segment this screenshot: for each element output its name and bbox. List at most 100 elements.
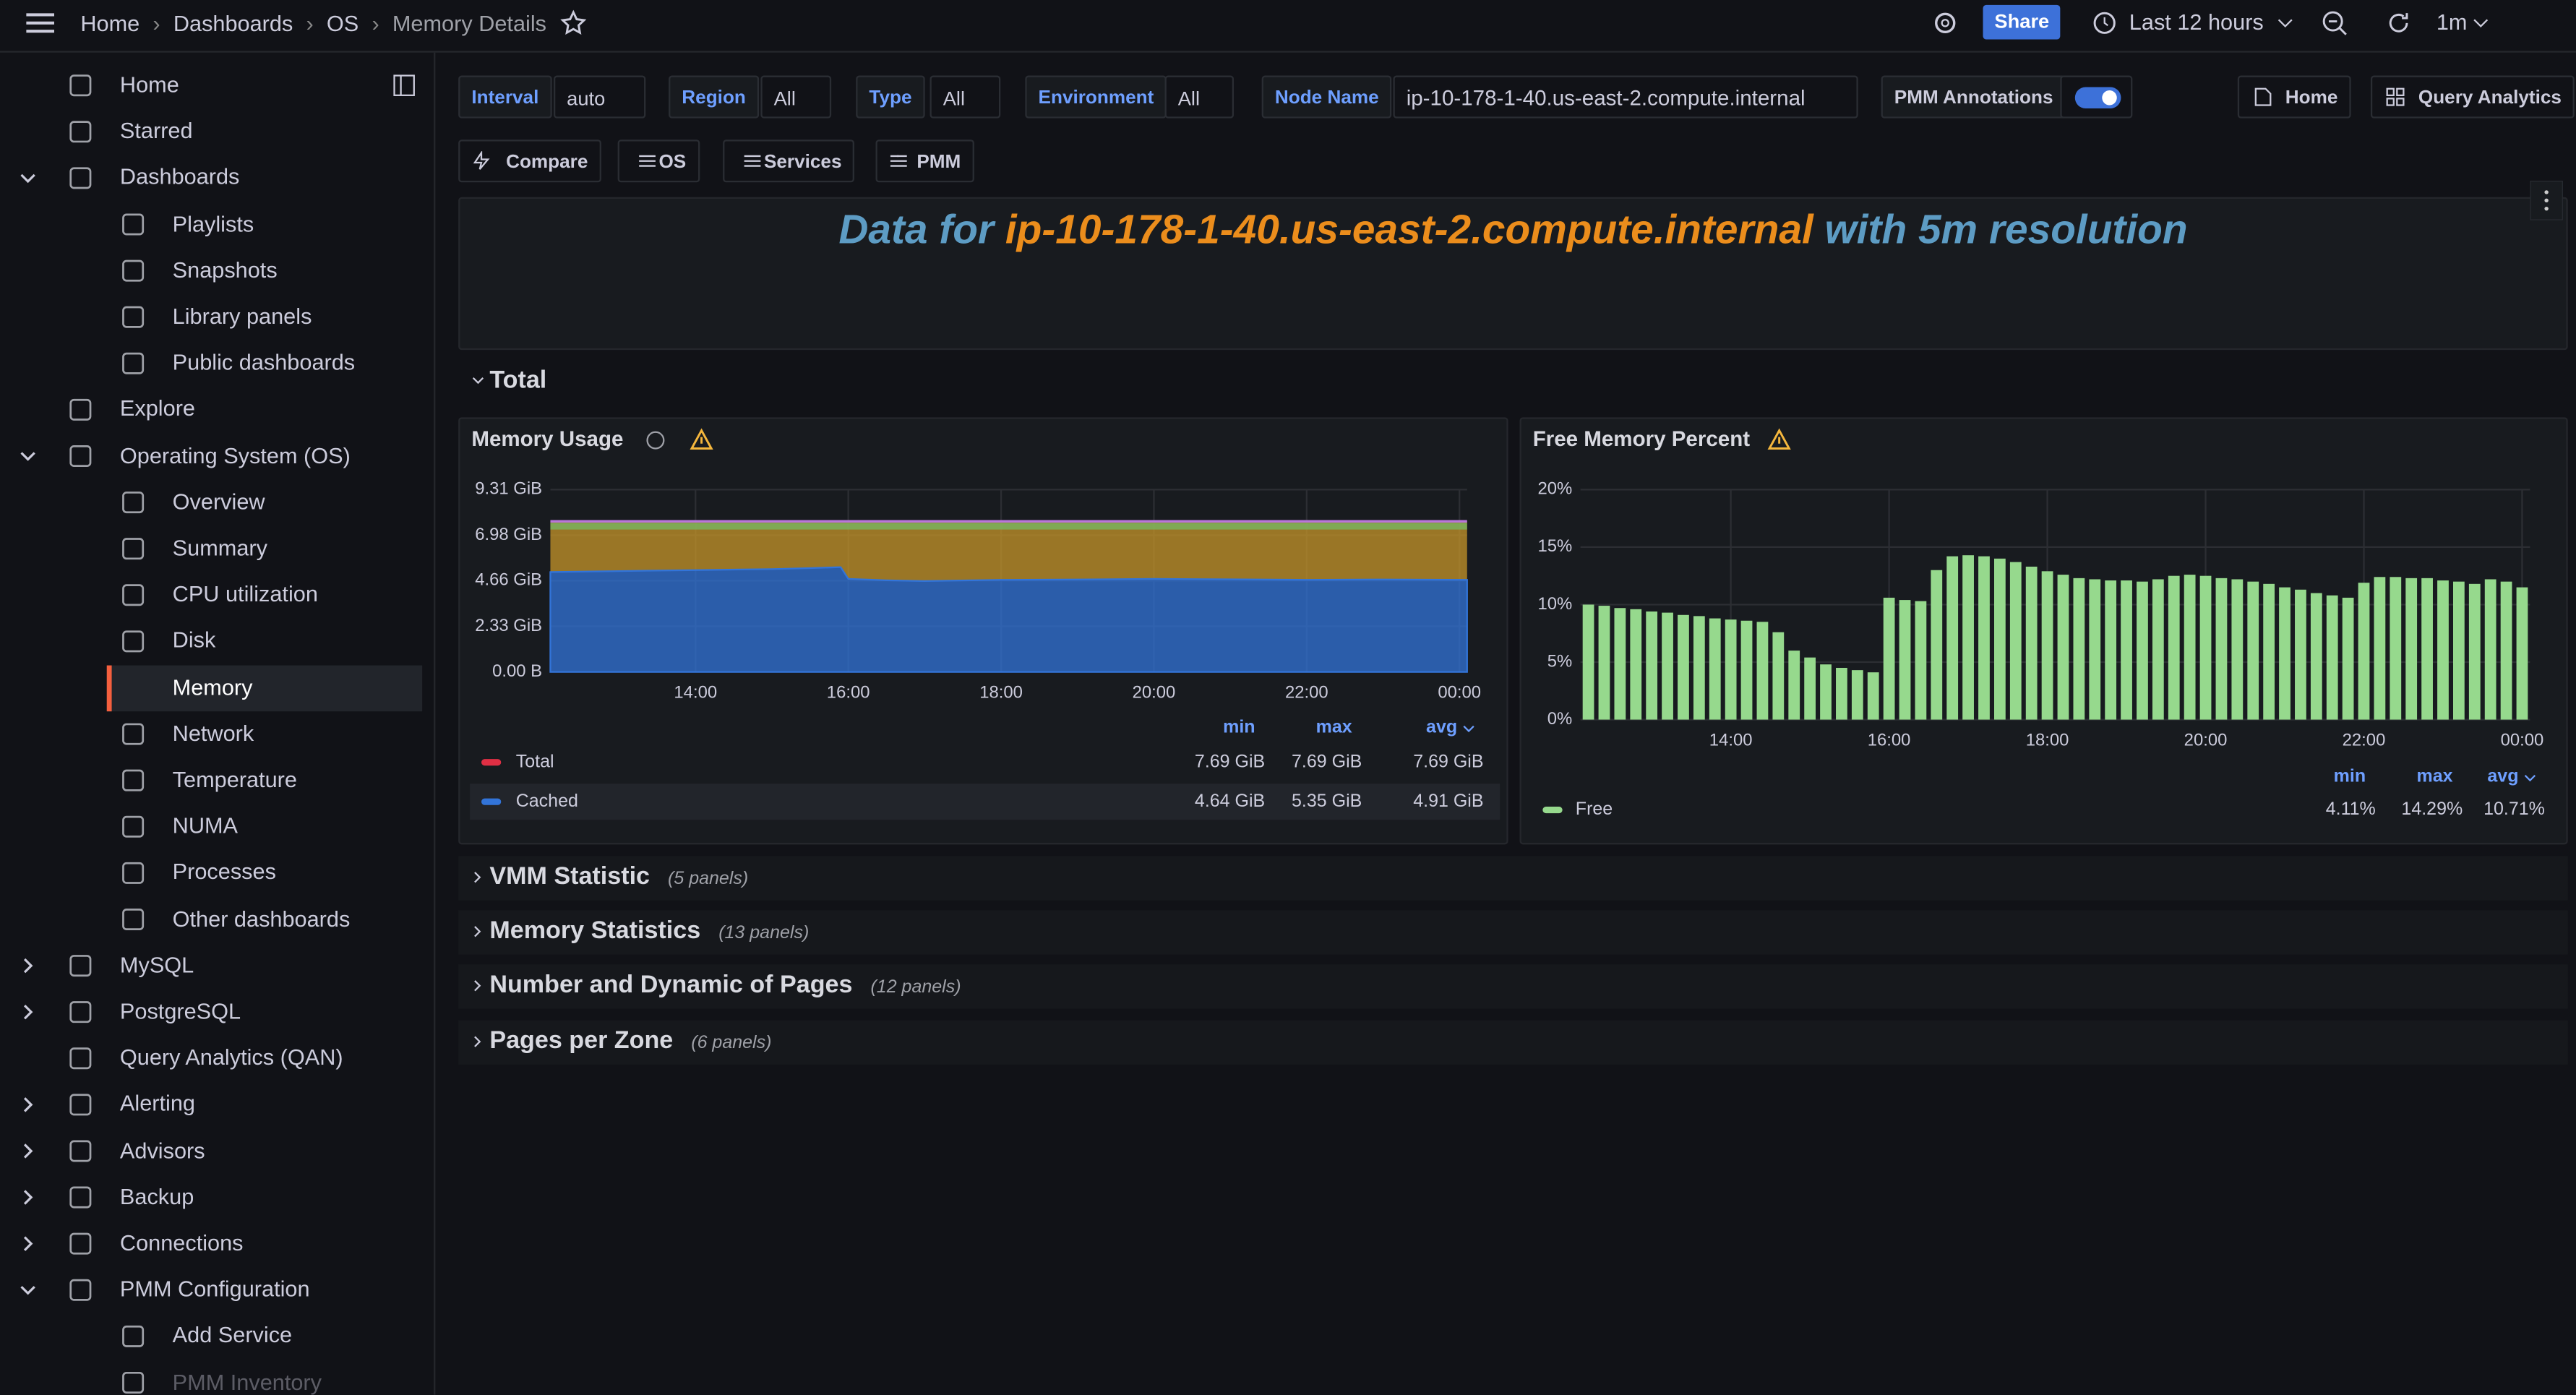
variable-label: Interval [458, 75, 552, 119]
chevron [2277, 19, 2293, 27]
nav-icon [69, 121, 92, 143]
row-title[interactable]: VMM Statistic (5 panels) [489, 862, 748, 890]
nav-item[interactable]: NUMA [172, 813, 239, 838]
nav-item[interactable]: Backup [119, 1184, 194, 1209]
nav-item[interactable]: Public dashboards [172, 350, 356, 375]
legend-header: min [1223, 717, 1255, 737]
settings-button[interactable] [1932, 10, 1958, 36]
dock-button[interactable] [392, 74, 416, 97]
nav-item[interactable]: PMM Configuration [119, 1276, 310, 1302]
variable-label: Region [669, 75, 760, 119]
banner-panel [458, 197, 2568, 351]
refresh-interval[interactable]: 1m [2436, 9, 2468, 35]
nav-icon [122, 1371, 145, 1394]
nav-icon [69, 1094, 92, 1116]
legend-swatch [1542, 807, 1563, 814]
share-button[interactable]: Share [1983, 4, 2061, 40]
nav-item[interactable]: Dashboards [119, 165, 240, 190]
nav-item[interactable]: Advisors [119, 1138, 205, 1163]
nav-item[interactable]: Processes [172, 859, 276, 885]
row-chevron[interactable] [470, 373, 486, 390]
crumb[interactable]: OS [326, 10, 359, 35]
chevron [2473, 19, 2489, 27]
nav-icon [69, 1047, 92, 1070]
query-analytics-button[interactable]: Query Analytics [2370, 75, 2575, 119]
nav-item[interactable]: Library panels [172, 304, 312, 329]
nav-item[interactable]: Snapshots [172, 257, 278, 283]
nav-item[interactable]: Home [119, 72, 179, 98]
row-title[interactable]: Total [489, 366, 546, 395]
nav-item[interactable]: Operating System (OS) [119, 442, 351, 468]
legend-stat: 7.69 GiB [1195, 751, 1265, 771]
bar [1946, 556, 1959, 720]
variable-label: Node Name [1261, 75, 1392, 119]
nav-item[interactable]: Starred [119, 119, 193, 144]
row-title[interactable]: Memory Statistics (13 panels) [489, 917, 809, 945]
nav-icon [122, 1325, 145, 1347]
variable-select[interactable]: All [929, 75, 1001, 119]
time-picker[interactable]: Last 12 hours [2129, 9, 2264, 35]
bar [2089, 579, 2101, 720]
crumb[interactable]: Dashboards [173, 10, 293, 35]
nav-icon [122, 259, 145, 282]
nav-item[interactable]: Other dashboards [172, 906, 351, 931]
bar [1931, 570, 1943, 720]
nav-item[interactable]: Playlists [172, 211, 254, 236]
link-button[interactable]: Compare [458, 140, 601, 183]
legend-header: max [1316, 717, 1352, 737]
variable-select[interactable]: auto [554, 75, 646, 119]
y-tick-label: 20% [1537, 479, 1572, 499]
row-count: (12 panels) [870, 977, 961, 997]
row-chevron[interactable] [470, 923, 486, 940]
nav-item[interactable]: Disk [172, 628, 216, 653]
panel-menu[interactable] [2530, 181, 2563, 220]
nav-item[interactable]: PMM Inventory [172, 1369, 322, 1394]
variable-select[interactable]: ip-10-178-1-40.us-east-2.compute.interna… [1393, 75, 1858, 119]
nav-item[interactable]: Network [172, 721, 254, 746]
nav-item[interactable]: Add Service [172, 1323, 293, 1348]
nav-item[interactable]: CPU utilization [172, 582, 318, 607]
link-button[interactable]: Services [723, 140, 855, 183]
row-bar [458, 1020, 2568, 1065]
crumb[interactable]: Home [80, 10, 140, 35]
row-chevron[interactable] [470, 869, 486, 885]
bar [1582, 604, 1594, 720]
nav-item[interactable]: Memory [172, 674, 253, 700]
bar [1709, 618, 1721, 720]
star-button[interactable] [559, 9, 586, 36]
nav-item[interactable]: Query Analytics (QAN) [119, 1045, 343, 1070]
row-bar [458, 856, 2568, 901]
nav-item[interactable]: Alerting [119, 1091, 195, 1117]
nav-item[interactable]: PostgreSQL [119, 998, 241, 1024]
bar [1756, 622, 1769, 720]
bar [2279, 587, 2291, 720]
nav-item[interactable]: Explore [119, 396, 195, 421]
bar [2484, 579, 2496, 720]
bar [2421, 578, 2433, 720]
menu-button[interactable] [25, 10, 57, 36]
menu-icon [890, 155, 907, 167]
refresh-button[interactable] [2385, 10, 2411, 36]
nav-item[interactable]: Overview [172, 489, 265, 514]
banner-prefix: Data for [838, 207, 1005, 254]
bar [2453, 581, 2465, 720]
nav-item[interactable]: Connections [119, 1230, 244, 1256]
legend-header: max [2417, 766, 2453, 786]
row-title[interactable]: Number and Dynamic of Pages (12 panels) [489, 971, 961, 999]
nav-item[interactable]: Summary [172, 535, 267, 561]
zoom-out-button[interactable] [2322, 10, 2348, 36]
row-title[interactable]: Pages per Zone (6 panels) [489, 1027, 771, 1055]
nav-item[interactable]: MySQL [119, 952, 194, 977]
row-chevron[interactable] [470, 1034, 486, 1050]
variable-select[interactable]: All [760, 75, 832, 119]
nav-item[interactable]: Temperature [172, 767, 297, 792]
warning-icon [690, 428, 713, 450]
link-button[interactable]: OS [617, 140, 700, 183]
y-tick-label: 9.31 GiB [475, 479, 542, 499]
row-chevron[interactable] [470, 977, 486, 994]
y-tick-label: 15% [1537, 536, 1572, 556]
variable-select[interactable]: All [1164, 75, 1235, 119]
link-icons [473, 151, 899, 170]
annotations-toggle[interactable] [2060, 75, 2133, 119]
